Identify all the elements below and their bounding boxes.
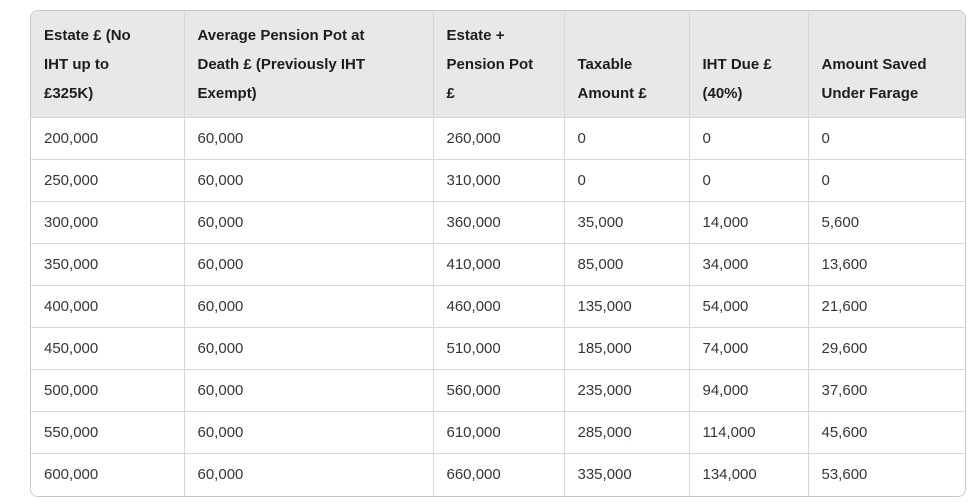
table-cell: 60,000 (183, 327, 434, 370)
table-cell: 260,000 (432, 117, 565, 160)
table-cell: 60,000 (183, 117, 434, 160)
table-cell: 35,000 (563, 201, 690, 244)
table-cell: 5,600 (807, 201, 965, 244)
table-cell: 0 (688, 159, 809, 202)
table-row: 550,000 60,000 610,000 285,000 114,000 45,600 (31, 411, 965, 454)
table-row: 400,000 60,000 460,000 135,000 54,000 21,600 (31, 285, 965, 328)
table-cell: 600,000 (31, 453, 185, 496)
column-header-2: Average Pension Pot at Death £ (Previous… (183, 11, 434, 118)
table-cell: 85,000 (563, 243, 690, 286)
table-cell: 135,000 (563, 285, 690, 328)
iht-data-table-container: Estate £ (No IHT up to £325K) Average Pen… (30, 10, 966, 497)
table-cell: 29,600 (807, 327, 965, 370)
table-cell: 0 (563, 117, 690, 160)
table-cell: 310,000 (432, 159, 565, 202)
table-cell: 400,000 (31, 285, 185, 328)
table-cell: 60,000 (183, 411, 434, 454)
table-body: 200,000 60,000 260,000 0 0 0 250,000 60,000 310,… (31, 117, 965, 496)
table-cell: 350,000 (31, 243, 185, 286)
column-header-1: Estate £ (No IHT up to £325K) (31, 11, 185, 118)
table-cell: 37,600 (807, 369, 965, 412)
table-cell: 74,000 (688, 327, 809, 370)
column-header-3: Estate + Pension Pot £ (432, 11, 565, 118)
table-row: 450,000 60,000 510,000 185,000 74,000 29,600 (31, 327, 965, 370)
table-cell: 450,000 (31, 327, 185, 370)
table-cell: 235,000 (563, 369, 690, 412)
column-header-6: Amount Saved Under Farage (807, 11, 965, 118)
table-cell: 14,000 (688, 201, 809, 244)
table-cell: 0 (563, 159, 690, 202)
table-row: 500,000 60,000 560,000 235,000 94,000 37,600 (31, 369, 965, 412)
table-cell: 285,000 (563, 411, 690, 454)
table-row: 350,000 60,000 410,000 85,000 34,000 13,600 (31, 243, 965, 286)
table-cell: 660,000 (432, 453, 565, 496)
table-cell: 54,000 (688, 285, 809, 328)
table-row: 250,000 60,000 310,000 0 0 0 (31, 159, 965, 202)
table-cell: 34,000 (688, 243, 809, 286)
table-cell: 53,600 (807, 453, 965, 496)
header-row: Estate £ (No IHT up to £325K) Average Pen… (31, 11, 965, 118)
table-cell: 410,000 (432, 243, 565, 286)
table-cell: 60,000 (183, 453, 434, 496)
table-cell: 0 (807, 117, 965, 160)
table-cell: 114,000 (688, 411, 809, 454)
table-cell: 185,000 (563, 327, 690, 370)
table-cell: 60,000 (183, 201, 434, 244)
table-header: Estate £ (No IHT up to £325K) Average Pen… (31, 11, 965, 118)
table-cell: 13,600 (807, 243, 965, 286)
table-cell: 300,000 (31, 201, 185, 244)
table-cell: 21,600 (807, 285, 965, 328)
table-row: 200,000 60,000 260,000 0 0 0 (31, 117, 965, 160)
table-cell: 0 (807, 159, 965, 202)
table-cell: 250,000 (31, 159, 185, 202)
table-cell: 60,000 (183, 369, 434, 412)
column-header-4: Taxable Amount £ (563, 11, 690, 118)
table-cell: 60,000 (183, 285, 434, 328)
table-cell: 60,000 (183, 159, 434, 202)
table-cell: 460,000 (432, 285, 565, 328)
table-cell: 45,600 (807, 411, 965, 454)
table-cell: 500,000 (31, 369, 185, 412)
column-header-5: IHT Due £ (40%) (688, 11, 809, 118)
table-cell: 0 (688, 117, 809, 160)
table-row: 300,000 60,000 360,000 35,000 14,000 5,600 (31, 201, 965, 244)
table-cell: 360,000 (432, 201, 565, 244)
table-cell: 335,000 (563, 453, 690, 496)
table-cell: 200,000 (31, 117, 185, 160)
iht-table: Estate £ (No IHT up to £325K) Average Pen… (31, 11, 965, 496)
table-cell: 560,000 (432, 369, 565, 412)
table-row: 600,000 60,000 660,000 335,000 134,000 53,600 (31, 453, 965, 496)
table-cell: 134,000 (688, 453, 809, 496)
table-cell: 510,000 (432, 327, 565, 370)
table-cell: 610,000 (432, 411, 565, 454)
table-cell: 60,000 (183, 243, 434, 286)
table-cell: 94,000 (688, 369, 809, 412)
table-cell: 550,000 (31, 411, 185, 454)
